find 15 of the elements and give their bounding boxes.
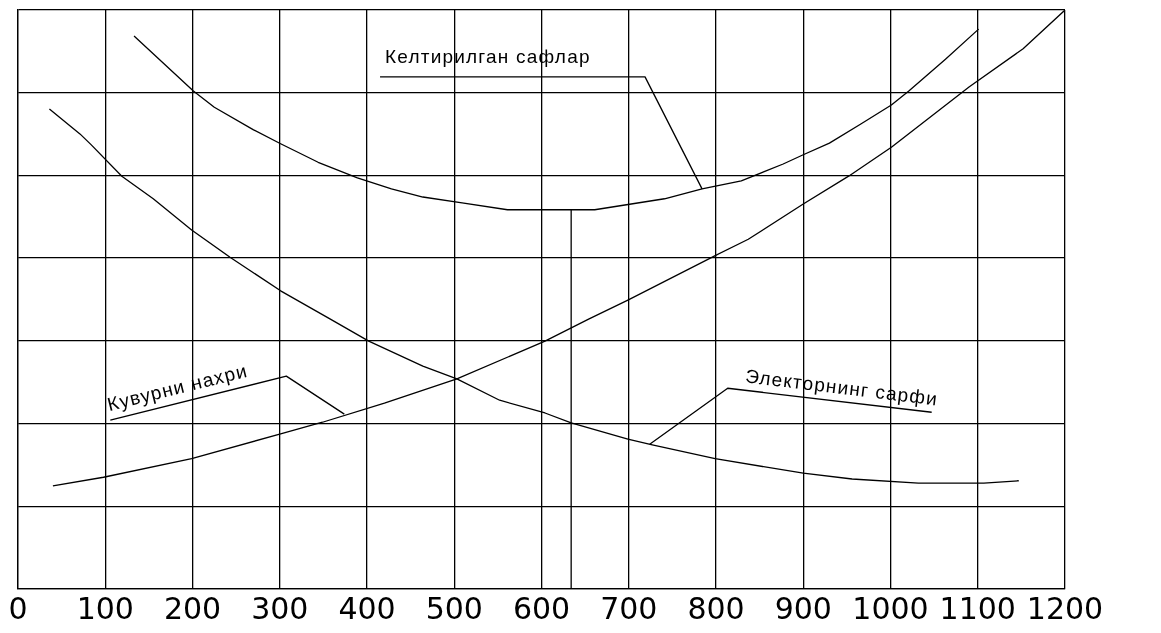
x-tick-label: 0 (8, 590, 28, 626)
x-tick-label: 100 (76, 590, 134, 626)
x-tick-label: 800 (687, 590, 745, 626)
x-tick-label: 500 (425, 590, 483, 626)
x-tick-label: 400 (338, 590, 396, 626)
annotation: Кувурни нахри (105, 359, 250, 416)
x-tick-label: 700 (600, 590, 658, 626)
x-tick-label: 1000 (852, 590, 929, 626)
x-tick-label: 900 (774, 590, 832, 626)
x-tick-label: 600 (512, 590, 571, 626)
annotation: Электорнинг сарфи (744, 365, 940, 410)
x-tick-label: 200 (163, 590, 222, 626)
x-tick-label: 1100 (939, 590, 1016, 626)
x-tick-label: 300 (251, 590, 309, 626)
x-tick-label: 1200 (1026, 590, 1104, 626)
